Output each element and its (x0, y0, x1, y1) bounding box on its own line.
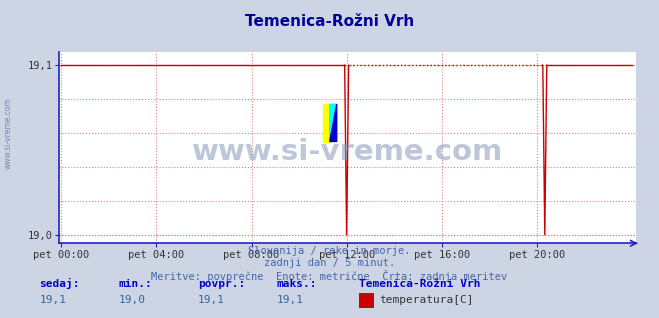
Text: Temenica-Rožni Vrh: Temenica-Rožni Vrh (359, 279, 480, 289)
Bar (323, 104, 330, 142)
Text: 19,1: 19,1 (277, 295, 304, 305)
Text: zadnji dan / 5 minut.: zadnji dan / 5 minut. (264, 258, 395, 268)
Text: 19,1: 19,1 (198, 295, 225, 305)
Text: maks.:: maks.: (277, 279, 317, 289)
Polygon shape (330, 104, 337, 142)
Text: min.:: min.: (119, 279, 152, 289)
Text: sedaj:: sedaj: (40, 278, 80, 289)
Text: 19,0: 19,0 (119, 295, 146, 305)
Text: 19,1: 19,1 (40, 295, 67, 305)
Text: www.si-vreme.com: www.si-vreme.com (3, 98, 13, 169)
Text: Temenica-Rožni Vrh: Temenica-Rožni Vrh (245, 14, 414, 29)
Text: www.si-vreme.com: www.si-vreme.com (192, 138, 503, 166)
Text: Meritve: povprečne  Enote: metrične  Črta: zadnja meritev: Meritve: povprečne Enote: metrične Črta:… (152, 270, 507, 282)
Text: temperatura[C]: temperatura[C] (379, 295, 473, 305)
Polygon shape (330, 104, 337, 142)
Text: povpr.:: povpr.: (198, 279, 245, 289)
Text: Slovenija / reke in morje.: Slovenija / reke in morje. (248, 246, 411, 256)
